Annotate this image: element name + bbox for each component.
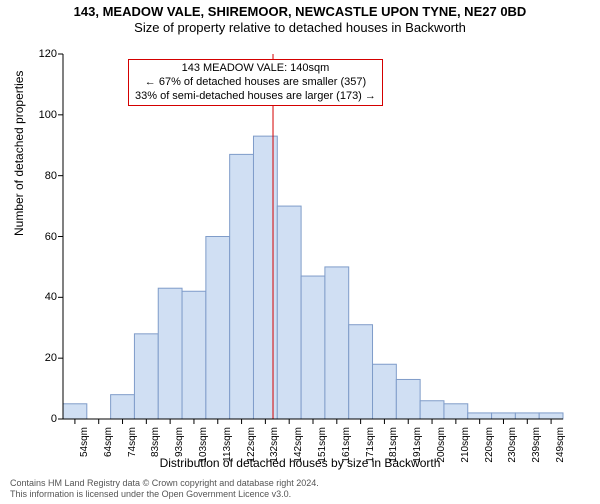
histogram-bar <box>373 364 397 419</box>
y-tick-label: 20 <box>45 352 57 364</box>
chart-plot-area <box>63 54 563 419</box>
annotation-line1: 143 MEADOW VALE: 140sqm <box>135 62 376 76</box>
y-tick-label: 60 <box>45 231 57 243</box>
histogram-bar <box>444 404 468 419</box>
histogram-bar <box>420 401 444 419</box>
histogram-bar <box>253 136 277 419</box>
histogram-bar <box>182 291 206 419</box>
histogram-bar <box>515 413 539 419</box>
y-tick-label: 0 <box>51 413 57 425</box>
y-tick-label: 80 <box>45 170 57 182</box>
histogram-bar <box>63 404 87 419</box>
y-tick-label: 100 <box>39 109 57 121</box>
histogram-bar <box>349 325 373 419</box>
footer-line1: Contains HM Land Registry data © Crown c… <box>10 478 319 489</box>
histogram-bar <box>158 288 182 419</box>
y-tick-label: 40 <box>45 291 57 303</box>
histogram-bar <box>134 334 158 419</box>
histogram-bar <box>301 276 325 419</box>
histogram-bar <box>468 413 492 419</box>
histogram-bar <box>396 379 420 419</box>
histogram-bar <box>230 154 254 419</box>
chart-subtitle: Size of property relative to detached ho… <box>0 20 600 35</box>
histogram-bar <box>325 267 349 419</box>
histogram-svg <box>63 54 563 419</box>
y-axis-label: Number of detached properties <box>12 71 26 236</box>
chart-title: 143, MEADOW VALE, SHIREMOOR, NEWCASTLE U… <box>0 4 600 19</box>
annotation-line3: 33% of semi-detached houses are larger (… <box>135 90 376 104</box>
y-tick-label: 120 <box>39 48 57 60</box>
histogram-bar <box>277 206 301 419</box>
histogram-bar <box>111 395 135 419</box>
annotation-line2: ← 67% of detached houses are smaller (35… <box>135 76 376 90</box>
histogram-bar <box>539 413 563 419</box>
footer-attribution: Contains HM Land Registry data © Crown c… <box>10 478 319 500</box>
footer-line3: This information is licensed under the O… <box>10 489 319 500</box>
histogram-bar <box>492 413 516 419</box>
histogram-bar <box>206 237 230 420</box>
annotation-box: 143 MEADOW VALE: 140sqm ← 67% of detache… <box>128 59 383 106</box>
